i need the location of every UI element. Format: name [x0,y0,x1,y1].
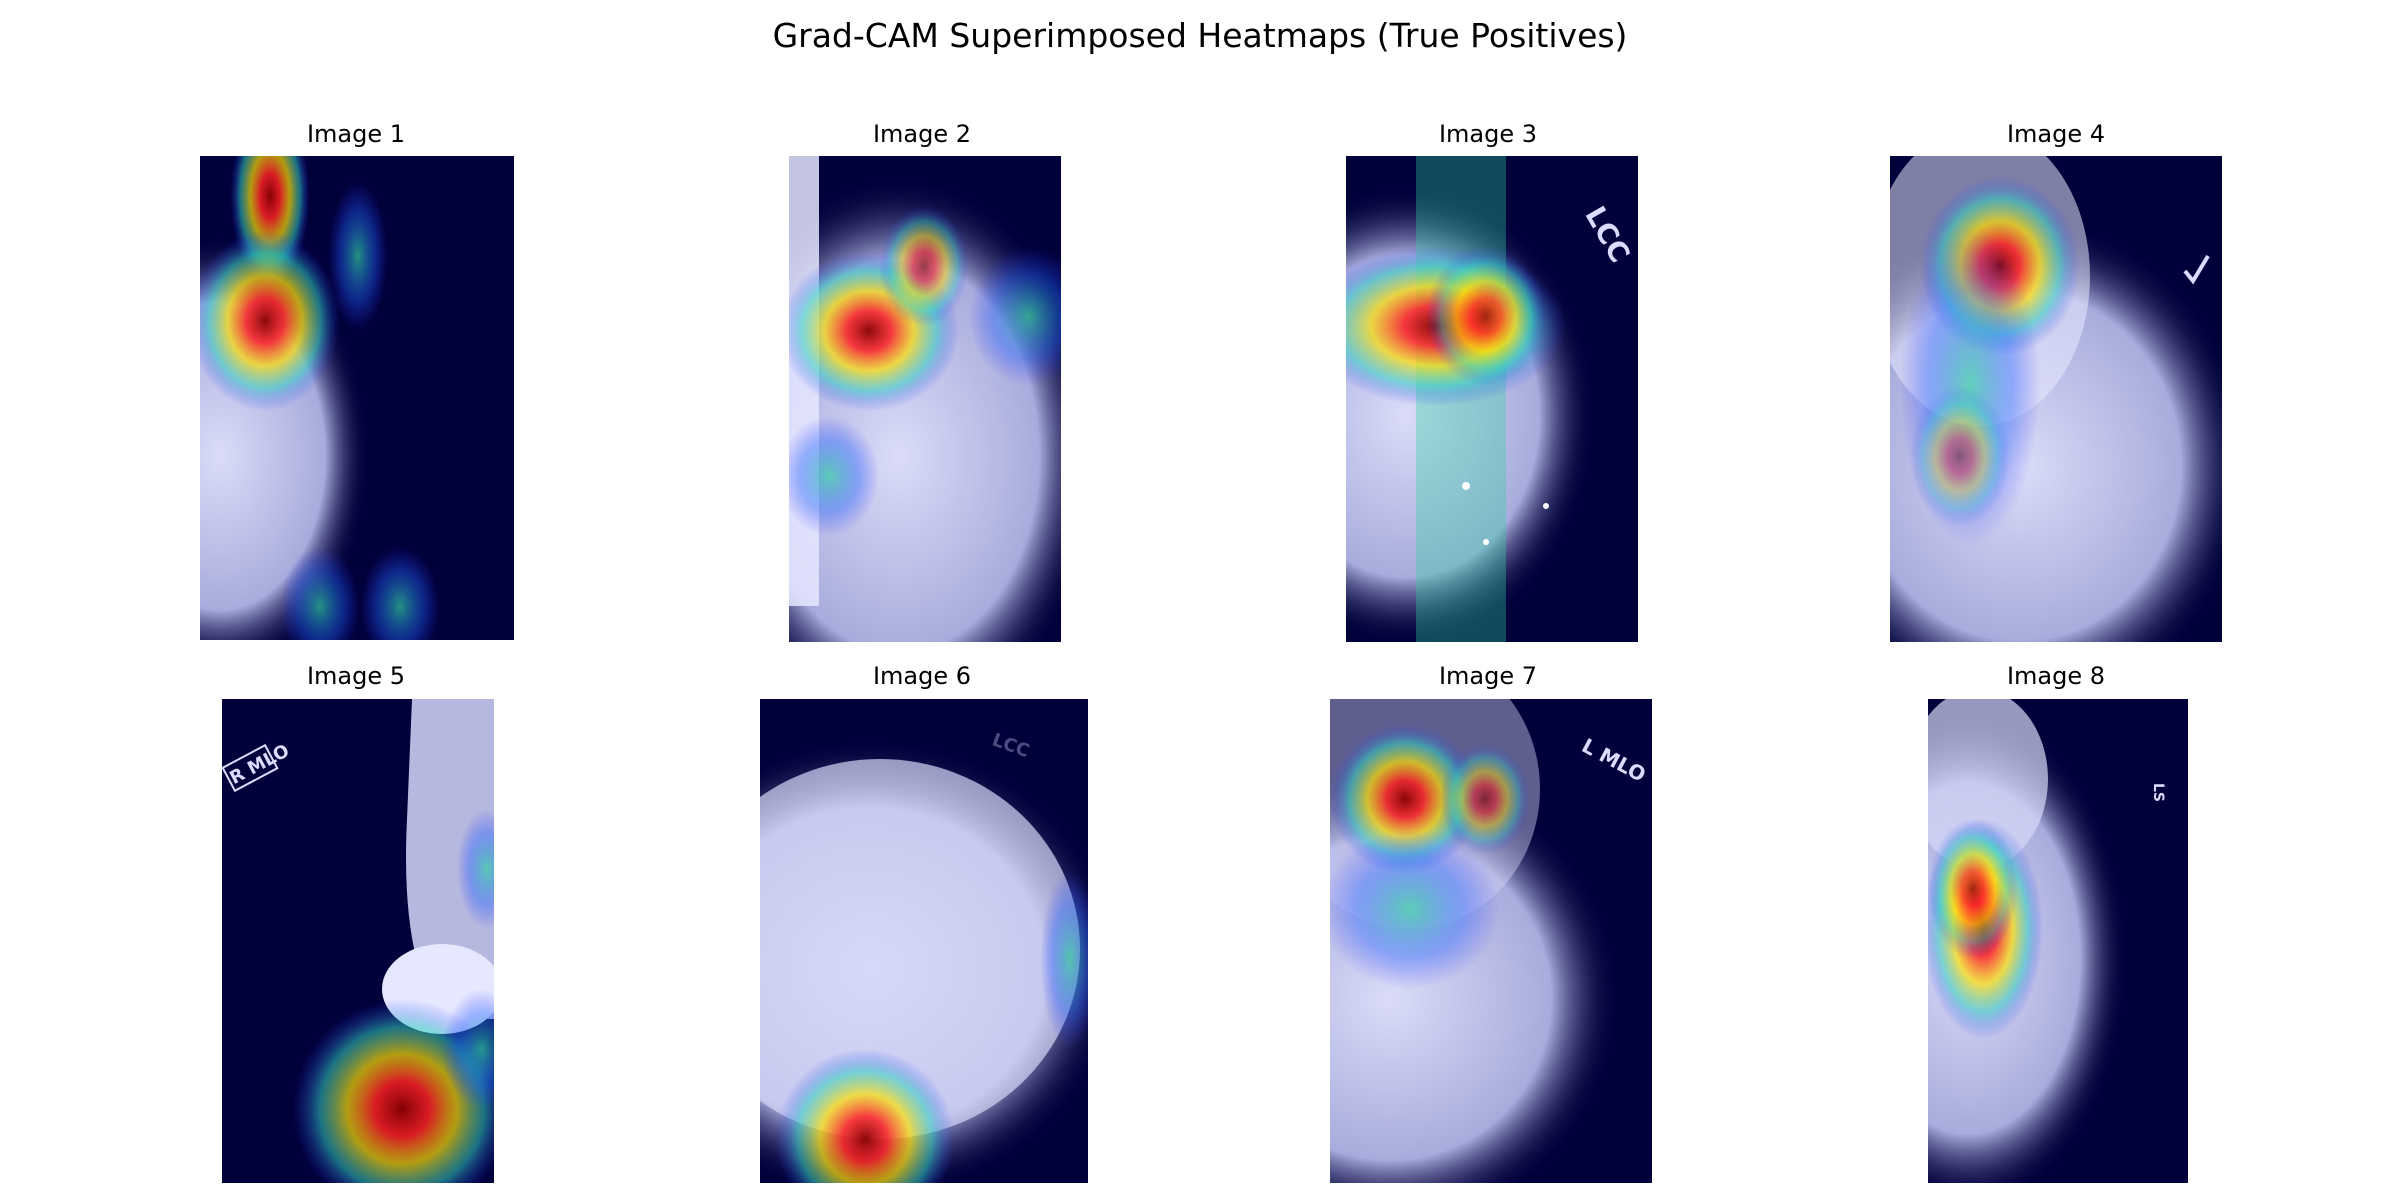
panel-title-3: Image 3 [1438,120,1538,148]
panel-2 [789,156,1061,642]
panel-title-6: Image 6 [872,662,972,690]
panel-6: LCC [760,699,1088,1183]
mammogram-heatmap-7: L MLO [1330,699,1652,1183]
mammogram-heatmap-3: LCC [1346,156,1638,642]
figure-title: Grad-CAM Superimposed Heatmaps (True Pos… [772,16,1628,55]
mammogram-heatmap-1 [200,156,514,640]
mammogram-heatmap-8: LS [1928,699,2188,1183]
panel-title-8: Image 8 [2006,662,2106,690]
panel-3: LCC [1346,156,1638,642]
panel-4 [1890,156,2222,642]
mammogram-heatmap-5: R MLO [222,699,494,1183]
panel-8: LS [1928,699,2188,1183]
panel-1 [200,156,514,640]
panel-title-2: Image 2 [872,120,972,148]
panel-title-1: Image 1 [306,120,406,148]
panel-7: L MLO [1330,699,1652,1183]
mammogram-heatmap-2 [789,156,1061,642]
panel-title-7: Image 7 [1438,662,1538,690]
mammogram-heatmap-6: LCC [760,699,1088,1183]
panel-title-4: Image 4 [2006,120,2106,148]
panel-title-5: Image 5 [306,662,406,690]
panel-5: R MLO [222,699,494,1183]
view-marker-8: LS [2150,783,2166,802]
mammogram-heatmap-4 [1890,156,2222,642]
